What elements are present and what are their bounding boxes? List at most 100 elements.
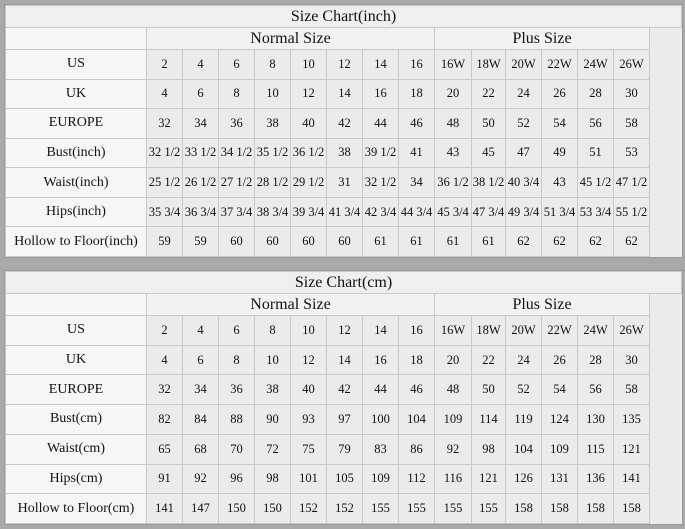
size-cell: 40 [290,108,327,139]
size-cell: 62 [541,226,578,257]
size-cell: 29 1/2 [290,167,327,198]
size-cell: 34 [182,108,219,139]
size-cell: 18W [471,49,506,80]
size-cell: 109 [434,404,472,435]
table-row: US 2 4 6 8 10 12 14 16 16W 18W 20W 22W 24W 26W [5,315,682,346]
size-cell: 62 [613,226,650,257]
size-cell: 14 [362,315,399,346]
size-cell: 150 [254,493,291,524]
size-cell: 136 [577,463,614,495]
padding-cell [649,108,682,139]
size-cell: 59 [182,226,219,257]
size-cell: 50 [471,374,506,406]
size-cell: 54 [541,374,578,406]
size-cell: 70 [218,433,255,465]
size-cell: 18W [471,315,506,346]
table-row: Waist(cm) 65 68 70 72 75 79 83 86 92 98 104 109 115 12… [5,433,682,465]
size-cell: 51 [577,137,614,169]
size-cell: 109 [541,433,578,465]
size-chart-cm: Size Chart(cm) Normal Size Plus Size US 2 4 6 8… [4,270,683,525]
size-cell: 10 [290,49,327,80]
size-table: Size Chart(cm) Normal Size Plus Size US 2 4 6 8… [5,271,682,524]
size-cell: 152 [326,493,363,524]
size-cell: 52 [505,374,542,406]
size-cell: 12 [326,49,363,80]
size-cell: 39 1/2 [362,137,399,169]
row-label: EUROPE [5,108,147,139]
size-cell: 35 3/4 [146,196,183,228]
size-cell: 10 [254,78,291,110]
padding-cell [649,49,682,80]
size-cell: 114 [471,404,506,435]
size-cell: 38 [254,374,291,406]
size-cell: 22 [471,78,506,110]
size-cell: 141 [613,463,650,495]
size-cell: 82 [146,404,183,435]
size-cell: 2 [146,315,183,346]
size-cell: 60 [326,226,363,257]
size-cell: 16W [434,315,472,346]
size-cell: 26 1/2 [182,167,219,198]
padding-cell [649,226,682,257]
padding-cell [649,167,682,198]
padding-cell [649,79,682,109]
group-header-normal: Normal Size [146,27,435,50]
size-cell: 97 [326,404,363,435]
size-cell: 22 [471,344,506,376]
size-cell: 4 [182,315,219,346]
size-cell: 16 [362,78,399,110]
size-cell: 155 [398,493,435,524]
padding-cell [649,464,682,494]
size-cell: 104 [398,404,435,435]
padding-cell [649,404,682,435]
size-cell: 150 [218,493,255,524]
size-cell: 12 [326,315,363,346]
size-cell: 116 [434,463,472,495]
size-cell: 43 [541,167,578,198]
row-label: Waist(inch) [5,167,147,198]
size-cell: 119 [505,404,542,435]
size-cell: 32 1/2 [146,137,183,169]
row-label: UK [5,344,147,376]
size-cell: 88 [218,404,255,435]
size-cell: 61 [471,226,506,257]
size-cell: 12 [290,78,327,110]
padding-cell [649,374,682,405]
size-cell: 41 3/4 [326,196,363,228]
size-cell: 35 1/2 [254,137,291,169]
size-cell: 47 3/4 [471,196,506,228]
size-cell: 91 [146,463,183,495]
size-cell: 38 [254,108,291,139]
size-cell: 37 3/4 [218,196,255,228]
size-cell: 36 3/4 [182,196,219,228]
size-cell: 54 [541,108,578,139]
size-cell: 16 [398,315,435,346]
size-cell: 112 [398,463,435,495]
size-cell: 58 [613,108,650,139]
padding-cell [649,27,682,50]
size-cell: 10 [254,344,291,376]
size-cell: 38 [326,137,363,169]
size-cell: 92 [182,463,219,495]
size-cell: 24W [577,49,614,80]
size-cell: 44 [362,108,399,139]
group-header-plus: Plus Size [434,27,650,50]
size-cell: 39 3/4 [290,196,327,228]
size-cell: 16 [398,49,435,80]
size-cell: 8 [218,344,255,376]
size-cell: 32 1/2 [362,167,399,198]
size-cell: 33 1/2 [182,137,219,169]
size-cell: 65 [146,433,183,465]
size-cell: 98 [471,433,506,465]
size-cell: 61 [398,226,435,257]
size-cell: 24W [577,315,614,346]
size-cell: 60 [218,226,255,257]
chart-title: Size Chart(cm) [5,271,682,294]
table-row: US 2 4 6 8 10 12 14 16 16W 18W 20W 22W 24W 26W [5,49,682,80]
size-cell: 101 [290,463,327,495]
size-cell: 115 [577,433,614,465]
size-cell: 130 [577,404,614,435]
size-cell: 100 [362,404,399,435]
size-cell: 28 1/2 [254,167,291,198]
size-cell: 58 [613,374,650,406]
